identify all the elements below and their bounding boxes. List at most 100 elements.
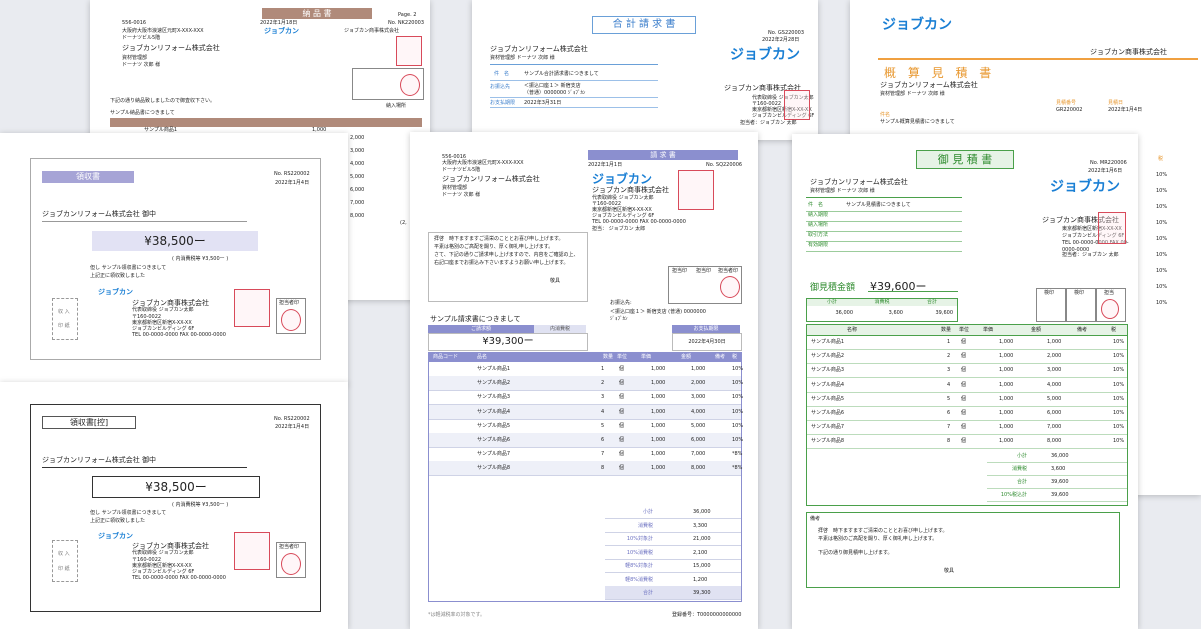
- item-amount: 6,000: [350, 187, 365, 193]
- estimate-item-table: 名称 数量 単位 単価 金額 備考税 サンプル商品1 1 個 1,000 1,000 10% サンプル…: [806, 324, 1128, 506]
- company-tel: TEL 00-0000-0000 FAX 00-0000-0000: [592, 219, 686, 225]
- subtotal-value: 36,000: [835, 310, 854, 316]
- contact-person: 担当者：ジョブカン 太郎: [740, 120, 797, 126]
- summary-value: 39,300: [693, 590, 711, 596]
- company-tel: TEL 00-0000-0000 FAX 00-0000-0000: [1062, 240, 1129, 253]
- due-label: お支払期限: [490, 100, 516, 106]
- table-cell: サンプル商品2: [477, 380, 511, 387]
- subtotal-value: 39,600: [935, 310, 954, 316]
- document-number: No. MR220006: [1090, 160, 1127, 166]
- table-cell: 1,000: [651, 408, 666, 415]
- subject: サンプル納品書につきまして: [110, 110, 175, 116]
- seal-box: [668, 266, 742, 304]
- customer-name: ジョブカンリフォーム株式会社: [442, 175, 540, 183]
- person-seal: [400, 74, 420, 96]
- estimate-date: 2022年1月4日: [1108, 107, 1143, 113]
- bank: ＜振込口座１＞ 新宿支店: [524, 83, 581, 89]
- tax-header: 税: [1158, 156, 1164, 162]
- tax-rate: 10%: [1156, 172, 1168, 178]
- customer-building: ドーナツビル5階: [122, 35, 161, 41]
- receiver-label: 納入場所: [386, 103, 407, 109]
- subject: サンプル概算見積書につきまして: [880, 119, 955, 125]
- table-cell: 10%: [1113, 367, 1125, 374]
- table-cell: 1: [947, 339, 951, 345]
- document-date: 2022年1月6日: [1088, 168, 1123, 174]
- remark-line-3: 下記の通り御見積申し上げます。: [818, 550, 893, 556]
- company-zip: 〒160-0022: [592, 201, 622, 207]
- table-cell: 2: [947, 353, 951, 360]
- table-row: サンプル商品6 6 個 1,000 6,000 10%: [807, 406, 1127, 421]
- summary-row: 小計 36,000: [987, 449, 1127, 463]
- table-cell: 1,000: [651, 380, 666, 387]
- table-cell: 10%: [1113, 424, 1125, 431]
- subtotal-value: 3,600: [888, 310, 903, 316]
- bank: ＜振込口座１＞ 新宿支店 (普通) 0000000: [610, 309, 706, 315]
- summary-value: 36,000: [693, 509, 711, 515]
- summary-row: 軽8%対象計 15,000: [605, 559, 741, 573]
- subtotal-label: 小計: [807, 299, 857, 306]
- document-date: 2022年1月18日: [260, 20, 298, 26]
- bank-label: お振込先:: [610, 300, 632, 306]
- table-cell: 10%: [1113, 339, 1125, 345]
- summary-value: 39,600: [1051, 492, 1069, 498]
- table-cell: 2: [601, 380, 605, 387]
- table-cell: 5: [947, 395, 951, 402]
- summary-label: 小計: [1016, 453, 1027, 459]
- greeting-closing: 敬具: [550, 278, 561, 284]
- revenue-stamp-box: [52, 540, 78, 582]
- person-seal-box: [276, 542, 306, 578]
- company-address: 東京都新宿区新宿X-XX-XX: [132, 563, 192, 569]
- company-address: 東京都新宿区新宿X-XX-XX: [752, 107, 812, 113]
- company-bldg: ジョブカンビルディング 6F: [752, 113, 815, 119]
- total-invoice: 合 計 請 求 書 No. GS220003 2022年2月28日 ジョブカンリ…: [472, 0, 818, 140]
- footnote: *は軽減税率の対象です。: [428, 612, 486, 618]
- company-address: 東京都新宿区新宿X-XX-XX: [592, 207, 652, 213]
- table-row: サンプル商品5 5 個 1,000 5,000 10%: [429, 419, 743, 434]
- table-cell: 7: [601, 451, 605, 458]
- customer-dept: 資材管理部: [442, 185, 468, 191]
- receipt-copy-title: 領収書[控]: [42, 416, 136, 429]
- table-cell: *8%: [732, 465, 743, 472]
- customer-name: ジョブカンリフォーム株式会社: [810, 178, 908, 186]
- document-number: No. GS220003: [768, 30, 805, 36]
- customer-dept: 資材管理部 ドーナツ 次郎 様: [490, 55, 555, 61]
- summary-value: 3,600: [1051, 466, 1066, 472]
- table-row: サンプル商品1 1 個 1,000 1,000 10%: [807, 335, 1127, 350]
- table-cell: 個: [961, 410, 967, 416]
- table-row: サンプル商品6 6 個 1,000 6,000 10%: [429, 433, 743, 448]
- table-cell: 4: [601, 408, 605, 415]
- document-number: No. RS220002: [274, 416, 310, 422]
- revenue-stamp-box: [52, 298, 78, 340]
- seal-slot: [1096, 288, 1126, 322]
- table-cell: サンプル商品8: [477, 465, 511, 472]
- brand-logo: ジョブカン: [264, 27, 299, 35]
- total-invoice-title: 合 計 請 求 書: [592, 16, 696, 34]
- table-cell: 個: [961, 353, 967, 360]
- table-cell: 個: [619, 437, 625, 443]
- table-row: サンプル商品2 2 個 1,000 2,000 10%: [807, 349, 1127, 365]
- column-header: 名称: [847, 327, 858, 333]
- item-amount: 7,000: [350, 200, 365, 206]
- table-cell: 1,000: [999, 395, 1014, 402]
- table-cell: 個: [961, 381, 967, 388]
- greeting-line-3: さて、下記の通りご請求申し上げますので、内容をご確認の上、: [434, 252, 579, 258]
- zip-code: 556-0016: [122, 20, 147, 26]
- table-row: サンプル商品3 3 個 1,000 3,000 10%: [807, 363, 1127, 379]
- company-bldg: ジョブカンビルディング 6F: [1062, 233, 1125, 239]
- seal-box: 検印 検印 担当: [1036, 288, 1126, 322]
- person-seal-label: 担当者印: [279, 300, 300, 306]
- due-date: 2022年3月31日: [524, 100, 562, 106]
- table-cell: 1,000: [999, 424, 1014, 431]
- company-rep: 代表取締役 ジョブカン太郎: [132, 307, 194, 313]
- field-label: 件 名: [808, 202, 824, 208]
- field-label: 納入場所: [808, 222, 829, 228]
- summary-value: 3,300: [693, 522, 708, 529]
- company-name: ジョブカン商事株式会社: [344, 28, 400, 34]
- customer-person: ドーナツ 次郎 様: [122, 62, 161, 68]
- summary-label: 合計: [1016, 479, 1027, 485]
- item-amount: 8,000: [350, 213, 365, 219]
- table-cell: 1,000: [651, 451, 666, 458]
- company-rep: 代表取締役 ジョブカン太郎: [752, 95, 814, 101]
- table-cell: 4,000: [691, 408, 706, 415]
- note-line-2: 上記正に領収致しました: [90, 518, 146, 524]
